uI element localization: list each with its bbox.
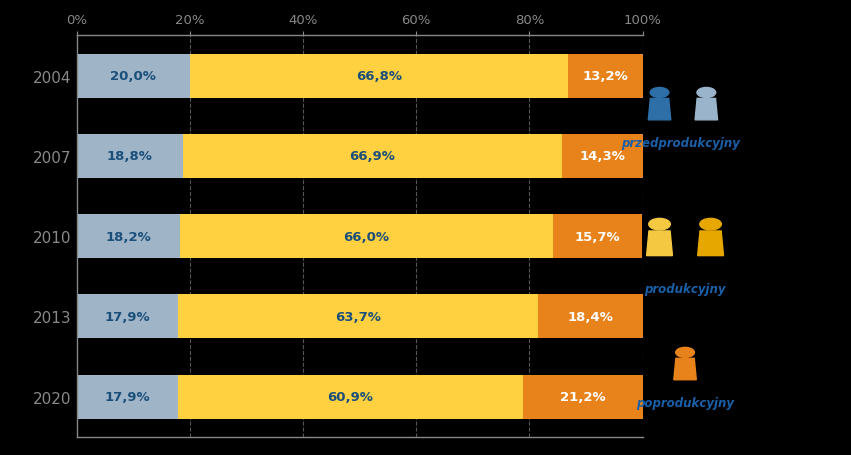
Text: 21,2%: 21,2%	[560, 390, 605, 403]
Text: 17,9%: 17,9%	[105, 390, 150, 403]
Bar	[77, 55, 190, 98]
Text: 66,0%: 66,0%	[343, 230, 390, 243]
Text: 18,2%: 18,2%	[106, 230, 151, 243]
Text: 66,9%: 66,9%	[350, 150, 395, 163]
Text: 63,7%: 63,7%	[335, 310, 381, 323]
Bar	[183, 135, 562, 178]
Bar	[180, 215, 553, 258]
Text: produkcyjny: produkcyjny	[644, 282, 726, 295]
Bar	[178, 375, 523, 419]
Bar	[77, 215, 180, 258]
Bar	[178, 295, 539, 339]
Text: poprodukcyjny: poprodukcyjny	[636, 396, 734, 409]
Bar	[553, 215, 642, 258]
Bar	[562, 135, 643, 178]
Text: 18,4%: 18,4%	[568, 310, 614, 323]
Bar	[77, 135, 183, 178]
Bar	[77, 375, 178, 419]
Bar	[190, 55, 568, 98]
Text: 14,3%: 14,3%	[579, 150, 625, 163]
Text: 60,9%: 60,9%	[328, 390, 373, 403]
Text: 15,7%: 15,7%	[574, 230, 620, 243]
Text: 66,8%: 66,8%	[356, 70, 402, 83]
Bar	[539, 295, 643, 339]
Text: 20,0%: 20,0%	[111, 70, 156, 83]
Bar	[568, 55, 643, 98]
Text: 17,9%: 17,9%	[105, 310, 150, 323]
Bar	[523, 375, 643, 419]
Text: 13,2%: 13,2%	[582, 70, 628, 83]
Text: 18,8%: 18,8%	[107, 150, 152, 163]
Text: przedprodukcyjny: przedprodukcyjny	[621, 136, 740, 150]
Bar	[77, 295, 178, 339]
